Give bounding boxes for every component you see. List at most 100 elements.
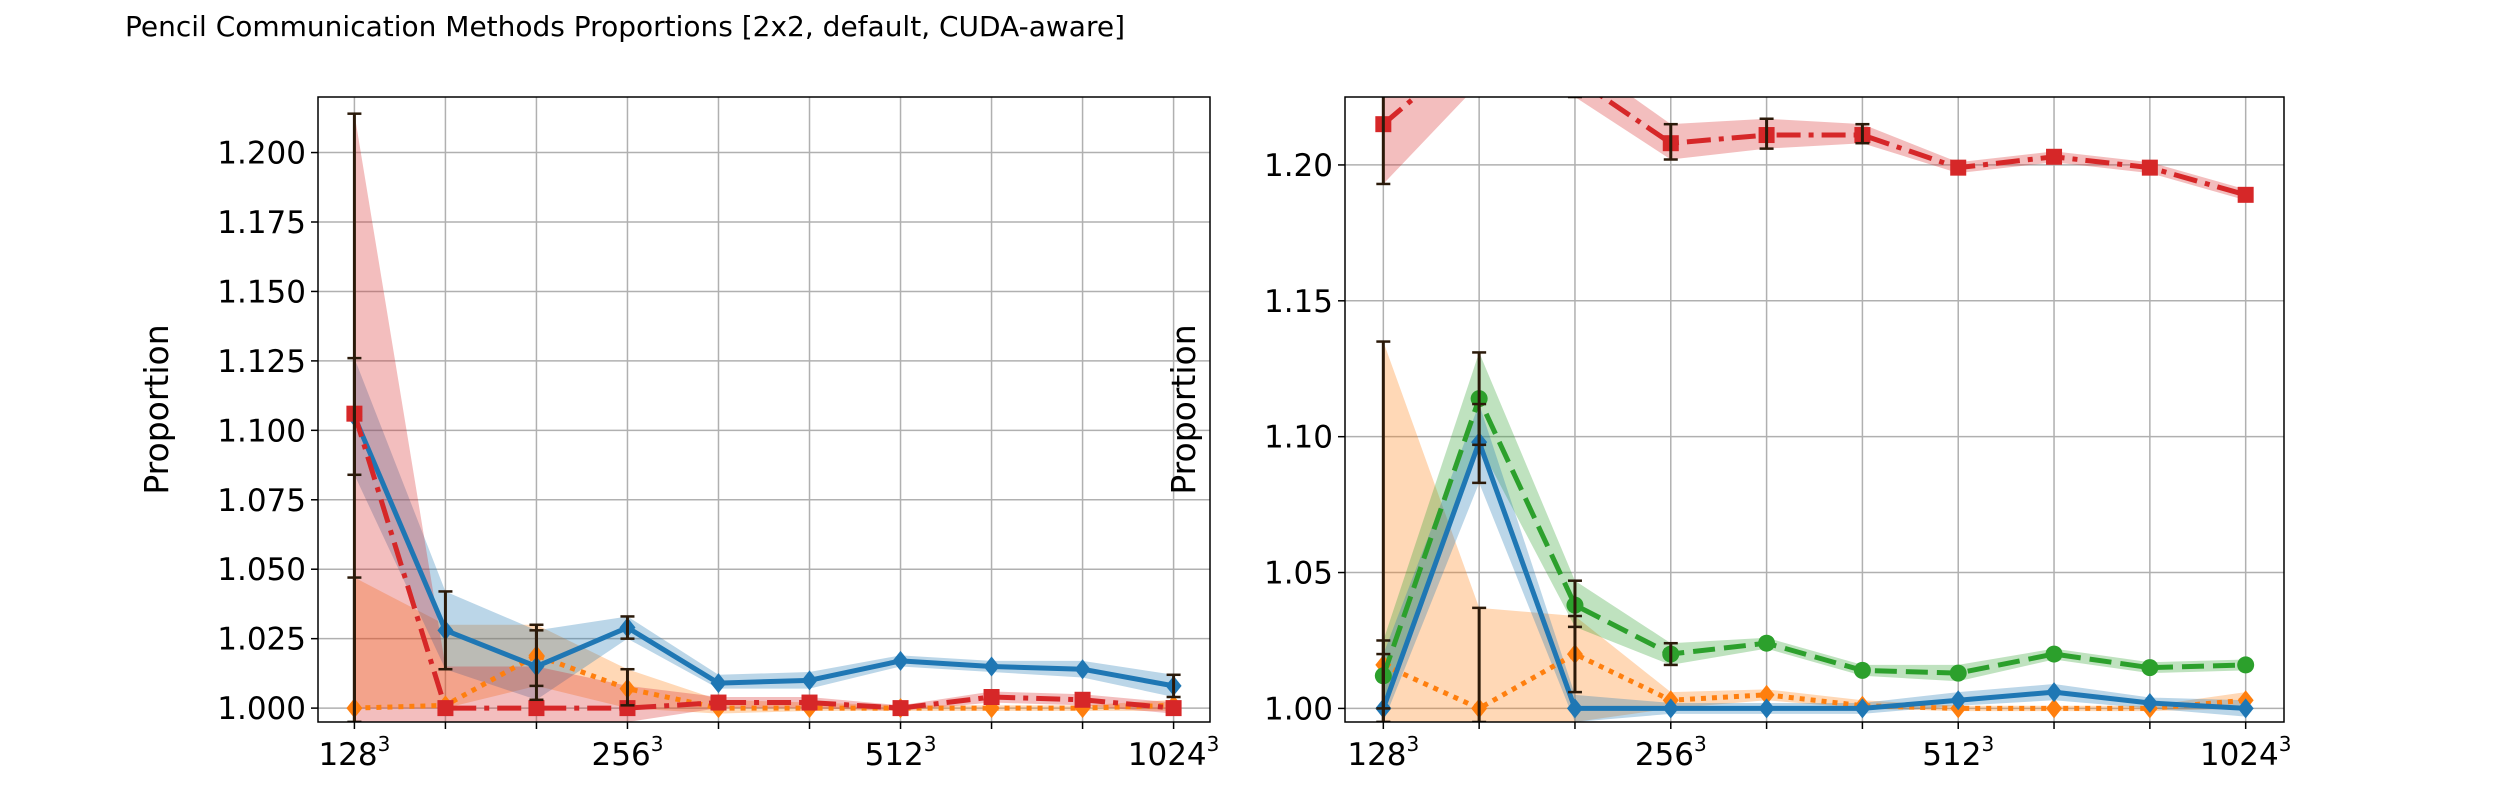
panel-left-y-axis: 1.000 1.025 1.050 1.075 1.100 1.125 1.150 1.175…: [217, 136, 318, 727]
x-tick-label: 10243: [1128, 732, 1220, 773]
x-tick-label: 10243: [2200, 732, 2292, 773]
panel-right-frame: [1344, 96, 2285, 723]
x-tick-label: 5123: [865, 732, 937, 773]
panel-left-x-axis: 1283 2563 5123 10243: [318, 722, 1219, 773]
y-tick-label: 1.10: [1264, 420, 1333, 456]
panel-left-grid: [318, 97, 1210, 722]
confidence-band-blue: [354, 358, 1174, 700]
series-line-green: [1380, 396, 2246, 677]
data-point-green: [1853, 661, 1871, 679]
errorbar-blue: [620, 615, 635, 640]
data-point-red: [1165, 700, 1182, 717]
errorbar-orange: [620, 667, 635, 707]
confidence-band-blue: [1383, 404, 2246, 722]
errorbar-red: [1759, 117, 1774, 150]
panel-left-frame: [317, 96, 1211, 723]
data-point-red: [1074, 691, 1091, 708]
panel-right-data: [1374, 35, 2255, 722]
errorbar-blue: [1472, 402, 1487, 485]
y-tick-label: 1.20: [1264, 148, 1333, 184]
data-point-red: [2141, 159, 2158, 176]
x-tick-label: 5123: [1922, 732, 1994, 773]
confidence-band-red: [1383, 97, 2246, 201]
y-tick-label: 1.000: [217, 691, 306, 727]
x-tick-label: 2563: [592, 732, 664, 773]
data-point-blue: [710, 673, 727, 694]
y-tick-label: 1.125: [217, 344, 306, 380]
panel-right-y-axis: 1.00 1.05 1.10 1.15 1.20: [1264, 148, 1345, 727]
y-tick-label: 1.100: [217, 413, 306, 449]
series-line-orange: [354, 652, 1174, 711]
data-point-orange: [1758, 684, 1775, 705]
errorbar-blue: [1376, 652, 1391, 722]
data-point-green: [1949, 664, 1967, 682]
data-point-blue: [2046, 682, 2063, 703]
y-axis-label: Proportion: [1164, 324, 1203, 494]
errorbar-red: [347, 112, 362, 722]
y-tick-label: 1.200: [217, 136, 306, 172]
series-line-red: [352, 412, 1174, 711]
y-tick-label: 1.175: [217, 205, 306, 241]
series-line-blue: [352, 415, 1175, 689]
panel-right-x-axis: 1283 2563 5123 10243: [1347, 722, 2291, 773]
y-tick-label: 1.00: [1264, 691, 1333, 727]
data-point-blue: [892, 650, 909, 671]
data-point-red: [2237, 186, 2254, 203]
data-point-red: [528, 700, 545, 717]
series-line-blue: [1380, 439, 2246, 711]
data-point-orange: [2046, 698, 2063, 719]
y-tick-label: 1.15: [1264, 284, 1333, 320]
y-tick-label: 1.150: [217, 274, 306, 310]
data-point-red: [1567, 70, 1583, 86]
data-point-red: [892, 700, 909, 717]
panel-left-data: [346, 112, 1182, 722]
data-point-blue: [2141, 692, 2158, 713]
data-point-red: [983, 689, 1000, 705]
y-axis-label: Proportion: [137, 324, 176, 494]
data-point-red: [801, 694, 818, 711]
confidence-band-red: [354, 113, 1174, 722]
errorbar-red: [1663, 122, 1678, 161]
data-point-blue: [1662, 698, 1679, 719]
errorbar-green: [1567, 579, 1582, 629]
data-point-green: [2141, 659, 2159, 677]
errorbar-orange: [1472, 606, 1487, 722]
errorbar-red: [1567, 97, 1582, 99]
data-point-green: [1758, 634, 1776, 652]
y-tick-label: 1.050: [217, 552, 306, 588]
confidence-band-orange: [354, 577, 1174, 714]
data-point-blue: [801, 670, 818, 691]
data-point-red: [1950, 159, 1967, 176]
series-line-orange: [1382, 651, 2246, 711]
data-point-red: [437, 700, 454, 717]
data-point-blue: [1758, 698, 1775, 719]
errorbar-red: [1855, 122, 1870, 145]
data-point-blue: [983, 656, 1000, 677]
data-point-blue: [1950, 690, 1967, 711]
y-tick-label: 1.05: [1264, 556, 1333, 592]
data-point-green: [2237, 656, 2255, 674]
data-point-green: [2045, 645, 2063, 663]
series-line-red: [1381, 97, 2247, 198]
errorbar-blue: [529, 629, 544, 702]
errorbar-blue: [438, 590, 453, 671]
errorbar-red: [1376, 97, 1391, 186]
x-tick-label: 2563: [1635, 732, 1707, 773]
y-tick-label: 1.075: [217, 483, 306, 519]
data-point-blue: [1074, 659, 1091, 680]
errorbar-green: [1663, 641, 1678, 667]
data-point-red: [710, 694, 727, 711]
y-tick-label: 1.025: [217, 622, 306, 658]
errorbar-blue: [1166, 673, 1181, 699]
data-point-blue: [1854, 698, 1871, 719]
figure-title: Pencil Communication Methods Proportions…: [124, 10, 1126, 43]
data-point-blue: [1566, 698, 1583, 719]
x-tick-label: 1283: [1347, 732, 1419, 773]
x-tick-label: 1283: [318, 732, 390, 773]
data-point-red: [2046, 148, 2063, 165]
confidence-band-orange: [1383, 341, 2246, 722]
data-point-red: [1471, 35, 1487, 51]
data-point-blue: [2237, 698, 2254, 719]
